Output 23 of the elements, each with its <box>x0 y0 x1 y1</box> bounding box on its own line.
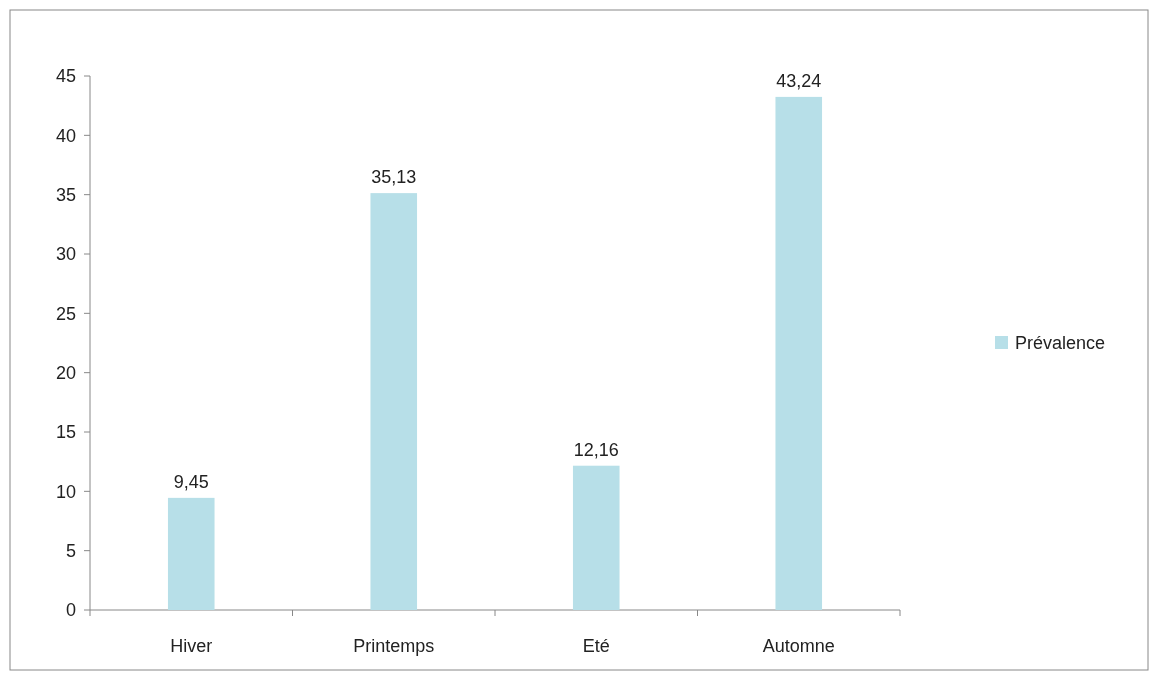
y-tick-label: 45 <box>55 66 76 87</box>
x-tick-label: Eté <box>582 636 610 656</box>
x-tick-label: Automne <box>762 636 835 656</box>
y-tick-label: 35 <box>55 184 76 205</box>
x-tick-label: Printemps <box>353 636 435 656</box>
data-label: 12,16 <box>573 439 619 460</box>
x-tick-label: Hiver <box>170 636 213 656</box>
bar <box>370 193 418 610</box>
y-tick-label: 40 <box>55 125 76 146</box>
bar <box>775 96 823 610</box>
y-tick-label: 20 <box>55 362 76 383</box>
bar <box>167 497 215 610</box>
data-label: 9,45 <box>173 471 209 492</box>
bar <box>572 465 620 610</box>
data-label: 35,13 <box>371 167 417 188</box>
y-tick-label: 0 <box>65 600 76 621</box>
data-label: 43,24 <box>776 70 822 91</box>
y-tick-label: 25 <box>55 303 76 324</box>
legend-label: Prévalence <box>1015 333 1106 354</box>
y-tick-label: 10 <box>55 481 76 502</box>
y-tick-label: 15 <box>55 422 76 443</box>
y-tick-label: 5 <box>65 540 76 561</box>
y-tick-label: 30 <box>55 244 76 265</box>
